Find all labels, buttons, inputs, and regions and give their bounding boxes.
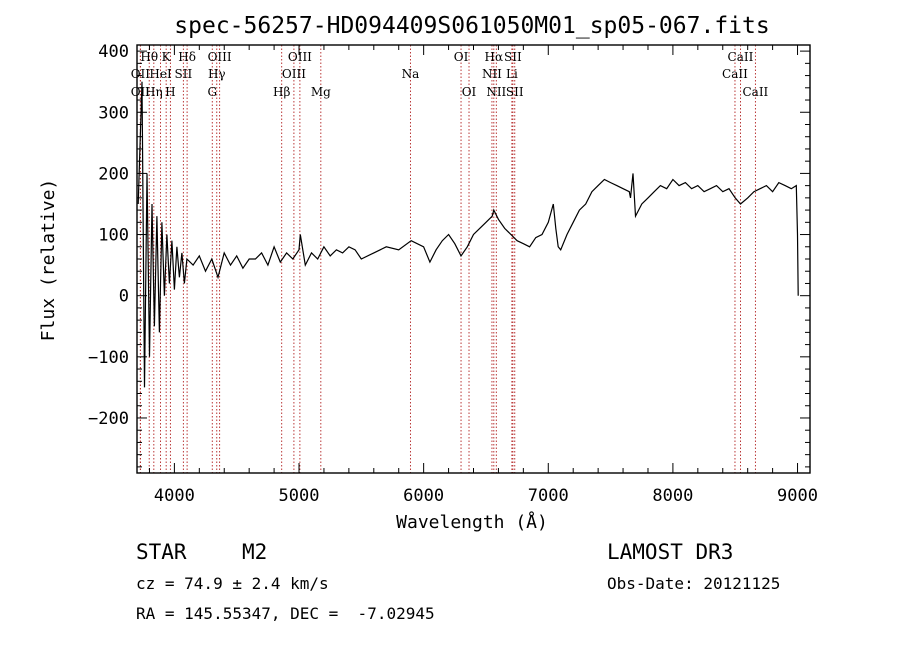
line-label: Mg — [311, 85, 331, 99]
redshift-velocity: cz = 74.9 ± 2.4 km/s — [136, 574, 329, 593]
y-tick-label: 300 — [98, 103, 129, 123]
chart-title: spec-56257-HD094409S061050M01_sp05-067.f… — [174, 13, 769, 39]
x-tick-label: 6000 — [403, 486, 444, 506]
line-label: OIII — [288, 50, 312, 64]
line-label: G — [207, 85, 217, 99]
spectrum-line — [137, 81, 799, 388]
subclass: M2 — [242, 540, 268, 564]
x-axis-label: Wavelength (Å) — [396, 511, 548, 533]
coordinates: RA = 145.55347, DEC = -7.02945 — [136, 604, 435, 623]
x-axis: 4000 5000 6000 7000 8000 9000 — [148, 45, 818, 506]
y-tick-label: −100 — [88, 348, 129, 368]
x-tick-label: 4000 — [154, 486, 195, 506]
line-label: Li — [506, 67, 518, 81]
line-label: HeI — [149, 67, 172, 81]
line-label: Hθ — [140, 50, 158, 64]
object-type: STAR — [136, 540, 187, 564]
line-label: OII — [131, 85, 151, 99]
line-label: Hα — [485, 50, 504, 64]
line-label: Na — [402, 67, 420, 81]
y-tick-label: −200 — [88, 409, 129, 429]
line-label: K — [162, 50, 172, 64]
y-tick-label: 200 — [98, 164, 129, 184]
y-tick-label: 400 — [98, 42, 129, 62]
line-label: NII — [482, 67, 502, 81]
line-label: Hη — [145, 85, 163, 99]
line-label: OIII — [208, 50, 232, 64]
line-label: CaII — [728, 50, 754, 64]
line-labels: OIIOIIHθHηHeIKHSIIHδGHγOIIIHβOIIIOIIIMgN… — [131, 50, 769, 99]
x-tick-label: 7000 — [528, 486, 569, 506]
line-label: OI — [462, 85, 477, 99]
line-label: H — [165, 85, 175, 99]
x-tick-label: 8000 — [652, 486, 693, 506]
x-tick-label: 5000 — [279, 486, 320, 506]
y-tick-label: 100 — [98, 226, 129, 246]
y-tick-label: 0 — [119, 287, 129, 307]
line-label: SII — [504, 50, 522, 64]
line-label: OIII — [282, 67, 306, 81]
line-label: SII — [506, 85, 524, 99]
y-axis: −200 −100 0 100 200 300 400 — [88, 42, 810, 468]
line-label: NII — [486, 85, 506, 99]
line-label: SII — [175, 67, 193, 81]
survey-name: LAMOST DR3 — [607, 540, 734, 564]
line-label: Hγ — [208, 67, 226, 81]
line-markers — [139, 45, 756, 473]
line-label: Hβ — [273, 85, 290, 99]
line-label: OI — [454, 50, 469, 64]
line-label: CaII — [742, 85, 768, 99]
observation-date: Obs-Date: 20121125 — [607, 574, 781, 593]
line-label: Hδ — [178, 50, 196, 64]
line-label: OII — [131, 67, 151, 81]
line-label: CaII — [722, 67, 748, 81]
x-tick-label: 9000 — [777, 486, 818, 506]
y-axis-label: Flux (relative) — [38, 179, 59, 342]
